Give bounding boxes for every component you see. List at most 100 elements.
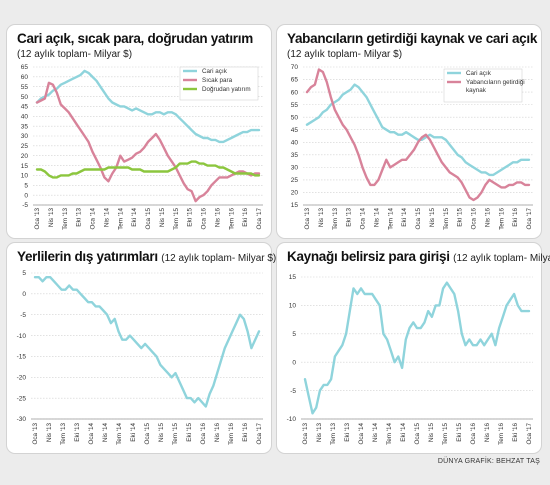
series-line-1 (35, 81, 261, 203)
x-tick-label: Eki '15 (457, 208, 464, 227)
x-tick-label: Oca '15 (144, 423, 151, 445)
x-tick-label: Tem '16 (228, 208, 235, 230)
chart-panel-yerliler: Yerlilerin dış yatırımları (12 aylık top… (6, 242, 276, 454)
x-tick-label: Oca '15 (415, 208, 422, 230)
chart-title-text: Yerlilerin dış yatırımları (17, 249, 158, 264)
x-tick-label: Nis '13 (318, 208, 325, 228)
x-tick-label: Tem '15 (173, 208, 180, 230)
y-tick-label: 60 (291, 89, 299, 96)
chart-yabancilar: 15 20 25 30 35 40 45 50 55 60 65 70 Oca '13 Nis '13 Te… (291, 64, 533, 230)
y-tick-label: 50 (291, 114, 299, 121)
x-tick-label: Oca '13 (304, 208, 311, 230)
x-tick-label: Oca '17 (526, 423, 533, 445)
x-tick-label: Eki '14 (400, 423, 407, 442)
x-tick-label: Tem '16 (498, 423, 505, 445)
x-tick-label: Oca '16 (471, 208, 478, 230)
y-tick-label: 25 (291, 177, 299, 184)
x-tick-label: Nis '14 (103, 208, 110, 228)
y-tick-label: 5 (22, 270, 26, 277)
x-tick-label: Eki '16 (512, 423, 519, 442)
y-tick-label: 40 (21, 113, 29, 120)
chart-title-text: Kaynağı belirsiz para girişi (287, 249, 450, 264)
chart-subtitle: (12 aylık toplam- Milyar $) (17, 49, 133, 60)
y-tick-label: 30 (21, 133, 29, 140)
legend-label: Yabancıların getirdiği (466, 79, 525, 86)
chart-subtitle: (12 aylık toplam- Milyar $) (287, 49, 403, 60)
series-line-1 (305, 68, 531, 202)
y-tick-label: -5 (22, 202, 28, 209)
x-tick-label: Eki '13 (346, 208, 353, 227)
legend-label: Doğrudan yatırım (202, 86, 251, 93)
x-tick-label: Nis '15 (159, 208, 166, 228)
legend-label: kaynak (466, 87, 487, 94)
x-tick-label: Tem '14 (116, 423, 123, 445)
y-tick-label: 15 (291, 202, 299, 209)
y-tick-label: 70 (291, 64, 299, 71)
y-tick-label: 65 (291, 77, 299, 84)
y-tick-label: 50 (21, 94, 29, 101)
x-tick-label: Oca '15 (414, 423, 421, 445)
y-tick-label: 35 (21, 123, 29, 130)
series-line-0 (305, 83, 531, 177)
x-tick-label: Nis '16 (214, 423, 221, 443)
y-tick-label: 15 (21, 163, 29, 170)
y-tick-label: 45 (21, 104, 29, 111)
x-tick-label: Oca '17 (256, 423, 263, 445)
x-tick-label: Oca '17 (256, 208, 263, 230)
x-tick-label: Eki '16 (242, 423, 249, 442)
y-tick-label: -15 (17, 354, 27, 361)
y-tick-label: -10 (17, 333, 27, 340)
x-tick-label: Tem '15 (172, 423, 179, 445)
x-tick-label: Eki '14 (130, 423, 137, 442)
y-tick-label: 0 (292, 359, 296, 366)
x-tick-label: Nis '16 (484, 423, 491, 443)
y-tick-label: 55 (21, 84, 29, 91)
x-tick-label: Oca '16 (200, 423, 207, 445)
x-tick-label: Nis '15 (429, 208, 436, 228)
y-tick-label: -10 (287, 416, 297, 423)
x-tick-label: Nis '15 (428, 423, 435, 443)
y-tick-label: 0 (24, 192, 28, 199)
x-tick-label: Eki '16 (512, 208, 519, 227)
x-tick-label: Oca '13 (302, 423, 309, 445)
chart-yerliler: -30 -25 -20 -15 -10 -5 0 5 Oca '13 Nis '13 Tem '13… (17, 270, 263, 445)
x-tick-label: Nis '13 (46, 423, 53, 443)
x-tick-label: Tem '13 (60, 423, 67, 445)
x-tick-label: Nis '13 (316, 423, 323, 443)
y-tick-label: 20 (21, 153, 29, 160)
chart-panel-cari-acik: Cari açık, sıcak para, doğrudan yatırım … (6, 24, 272, 239)
x-tick-label: Tem '13 (330, 423, 337, 445)
x-tick-label: Eki '13 (74, 423, 81, 442)
x-tick-label: Eki '14 (401, 208, 408, 227)
chart-title: Yabancıların getirdiği kaynak ve cari aç… (287, 31, 538, 46)
x-tick-label: Tem '15 (442, 423, 449, 445)
credit-text: DÜNYA GRAFİK: BEHZAT TAŞ (437, 458, 540, 465)
chart-panel-belirsiz: Kaynağı belirsiz para girişi (12 aylık t… (276, 242, 550, 454)
x-tick-label: Oca '14 (88, 423, 95, 445)
y-tick-label: 45 (291, 127, 299, 134)
x-tick-label: Eki '15 (187, 208, 194, 227)
y-tick-label: 10 (21, 173, 29, 180)
x-tick-label: Nis '16 (214, 208, 221, 228)
x-tick-label: Nis '14 (373, 208, 380, 228)
y-tick-label: -20 (17, 374, 27, 381)
x-tick-label: Tem '14 (386, 423, 393, 445)
x-tick-label: Tem '13 (62, 208, 69, 230)
legend: Cari açık Sıcak para Doğrudan yatırım (179, 66, 259, 101)
x-tick-label: Oca '14 (90, 208, 97, 230)
chart-title: Yerlilerin dış yatırımları (12 aylık top… (17, 249, 276, 264)
chart-belirsiz: -10 -5 0 5 10 15 Oca '13 Nis '13 Tem '13 Eki '13 O… (287, 274, 533, 445)
x-tick-label: Eki '15 (186, 423, 193, 442)
x-tick-label: Nis '14 (102, 423, 109, 443)
y-tick-label: 5 (292, 331, 296, 338)
legend-label: Cari açık (466, 70, 492, 77)
x-tick-label: Tem '14 (387, 208, 394, 230)
x-tick-label: Nis '15 (158, 423, 165, 443)
y-tick-label: 55 (291, 102, 299, 109)
x-tick-label: Eki '15 (456, 423, 463, 442)
y-tick-label: 0 (22, 291, 26, 298)
y-tick-label: 10 (289, 303, 297, 310)
y-tick-label: 20 (291, 190, 299, 197)
chart-subtitle: (12 aylık toplam- Milyar $) (453, 253, 550, 264)
y-tick-label: -30 (17, 416, 27, 423)
